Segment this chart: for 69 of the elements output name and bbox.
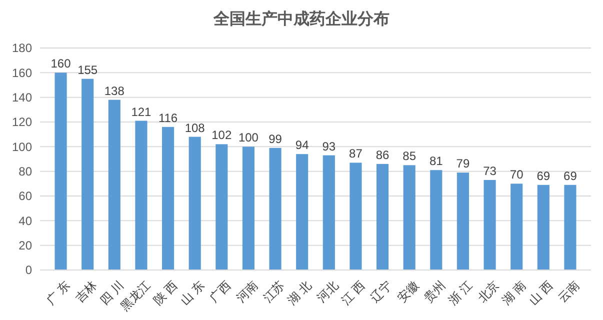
y-tick-label: 20 bbox=[18, 238, 32, 253]
bar bbox=[135, 120, 148, 270]
data-label: 70 bbox=[510, 168, 524, 182]
data-label: 87 bbox=[349, 146, 363, 161]
bar bbox=[162, 126, 174, 270]
bar bbox=[54, 72, 67, 270]
x-tick-label: 辽宁 bbox=[368, 278, 395, 306]
x-tick-label: 河南 bbox=[234, 278, 261, 306]
x-tick-label: 北京 bbox=[474, 278, 502, 306]
data-label: 79 bbox=[456, 156, 470, 171]
x-tick-label: 广西 bbox=[206, 278, 234, 306]
x-tick-label: 山 东 bbox=[178, 278, 207, 308]
data-label: 100 bbox=[238, 130, 259, 145]
bar bbox=[216, 144, 228, 270]
bar bbox=[537, 184, 550, 270]
data-label: 86 bbox=[376, 148, 390, 162]
y-tick-label: 140 bbox=[12, 90, 32, 105]
bar bbox=[296, 154, 308, 270]
bar bbox=[430, 170, 442, 270]
bar bbox=[350, 162, 362, 270]
bar bbox=[510, 184, 523, 270]
x-tick-label: 广 东 bbox=[44, 278, 73, 308]
data-label: 69 bbox=[536, 168, 550, 183]
data-label: 93 bbox=[322, 139, 336, 154]
x-tick-label: 贵州 bbox=[421, 278, 448, 306]
bar bbox=[108, 100, 120, 270]
x-tick-label: 吉林 bbox=[72, 278, 100, 306]
data-label: 108 bbox=[184, 120, 206, 135]
data-label: 160 bbox=[50, 56, 72, 71]
data-label: 69 bbox=[564, 168, 578, 183]
x-tick-label: 河北 bbox=[314, 278, 341, 306]
y-tick-label: 80 bbox=[18, 164, 32, 179]
x-tick-label: 湖 北 bbox=[284, 278, 314, 308]
x-tick-label: 江 西 bbox=[338, 278, 368, 308]
x-tick-label: 山 西 bbox=[526, 278, 556, 308]
y-tick-label: 40 bbox=[18, 214, 32, 228]
x-tick-label: 湖 南 bbox=[499, 278, 529, 308]
data-label: 73 bbox=[483, 164, 497, 178]
y-tick-label: 160 bbox=[12, 66, 32, 80]
x-tick-label: 云南 bbox=[555, 278, 582, 306]
bar bbox=[403, 165, 416, 270]
y-tick-label: 0 bbox=[25, 263, 32, 278]
data-label: 94 bbox=[295, 138, 310, 152]
data-label: 81 bbox=[429, 154, 444, 168]
data-label: 116 bbox=[158, 110, 178, 125]
bar bbox=[484, 180, 496, 270]
data-label: 102 bbox=[212, 128, 232, 142]
data-label: 99 bbox=[268, 132, 282, 146]
x-tick-label: 浙 江 bbox=[446, 278, 476, 308]
y-tick-label: 60 bbox=[18, 189, 32, 204]
bar bbox=[456, 172, 470, 270]
y-tick-label: 120 bbox=[12, 115, 32, 130]
bar bbox=[188, 136, 201, 270]
bar bbox=[269, 148, 282, 270]
bar bbox=[564, 184, 576, 270]
data-label: 138 bbox=[104, 84, 125, 98]
x-tick-label: 陕 西 bbox=[150, 278, 180, 308]
bar bbox=[242, 146, 254, 270]
chart-title: 全国生产中成药企业分布 bbox=[212, 10, 390, 28]
bar bbox=[82, 78, 94, 270]
data-label: 121 bbox=[131, 104, 152, 119]
data-label: 85 bbox=[402, 149, 416, 164]
data-label: 155 bbox=[78, 62, 98, 77]
bar bbox=[376, 164, 389, 270]
x-tick-label: 安徽 bbox=[394, 278, 422, 306]
y-tick-label: 180 bbox=[12, 41, 32, 56]
bar bbox=[322, 155, 335, 270]
y-tick-label: 100 bbox=[12, 140, 32, 154]
x-tick-label: 江苏 bbox=[260, 278, 288, 306]
